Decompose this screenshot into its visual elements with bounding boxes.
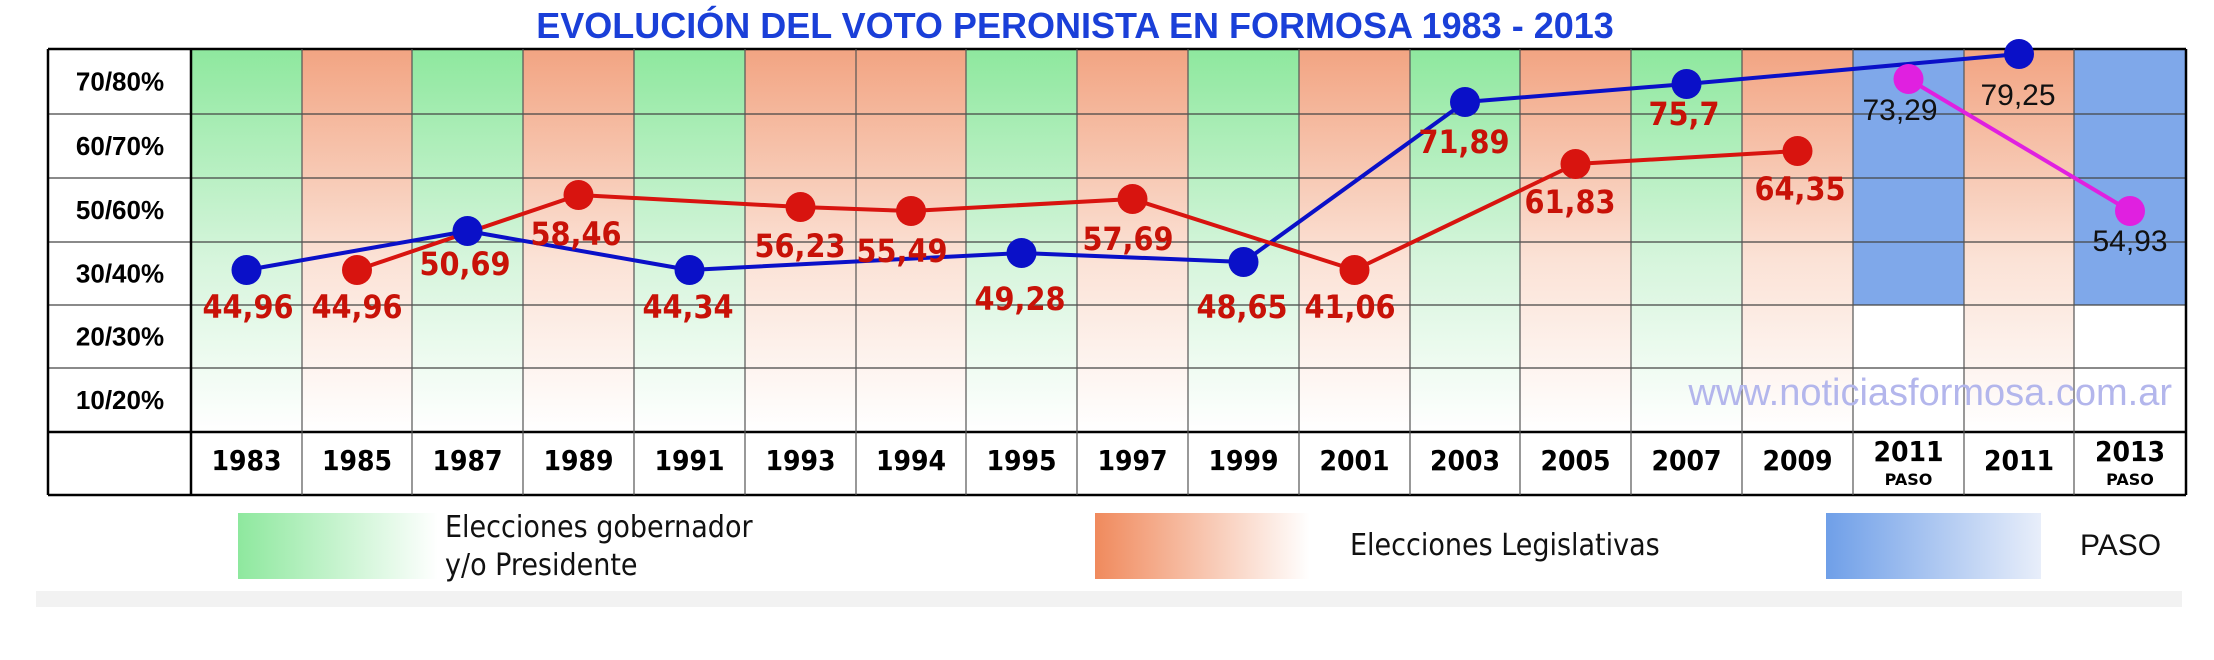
data-label: 48,65 <box>1196 288 1287 326</box>
data-point <box>1560 149 1591 179</box>
series-points <box>231 39 2145 285</box>
data-point <box>896 196 926 226</box>
data-label: 56,23 <box>754 227 845 265</box>
x-tick-label: 1987 <box>432 444 502 477</box>
legend-label-paso: PASO <box>2080 529 2161 562</box>
data-label: 50,69 <box>419 245 510 283</box>
series-line <box>1907 77 2132 213</box>
band-gobernador <box>634 49 745 432</box>
y-axis-labels: 70/80% 60/70% 50/60% 30/40% 20/30% 10/20% <box>76 67 164 416</box>
x-tick-label: 2011 <box>1873 435 1943 468</box>
data-label: 44,96 <box>311 288 402 326</box>
data-label: 79,25 <box>1980 79 2055 112</box>
data-point <box>2115 196 2145 226</box>
data-label: 49,28 <box>974 280 1065 318</box>
data-label: 64,35 <box>1754 170 1845 208</box>
y-tick-label: 30/40% <box>76 259 164 289</box>
data-label: 75,7 <box>1648 95 1719 133</box>
y-tick-label: 70/80% <box>76 67 164 97</box>
data-point <box>1228 247 1259 277</box>
x-tick-label: 2005 <box>1540 444 1610 477</box>
y-tick-label: 60/70% <box>76 131 164 161</box>
y-tick-label: 50/60% <box>76 195 164 225</box>
legend-label-gobernador: Elecciones gobernador <box>445 510 753 545</box>
x-tick-label: 2001 <box>1319 444 1389 477</box>
footer-strip <box>36 591 2182 607</box>
data-label: 58,46 <box>530 215 621 253</box>
data-label: 55,49 <box>856 232 947 270</box>
x-tick-label: 1997 <box>1097 444 1167 477</box>
legend-label-gobernador: y/o Presidente <box>445 548 638 583</box>
data-point <box>2004 39 2034 69</box>
x-tick-label: 2011 <box>1984 444 2054 477</box>
data-point <box>1339 255 1370 285</box>
legend-swatch-gobernador <box>238 513 438 579</box>
x-tick-label: 1994 <box>876 444 946 477</box>
data-point <box>1782 136 1813 166</box>
x-tick-label: 1983 <box>211 444 281 477</box>
x-tick-label: 2003 <box>1430 444 1500 477</box>
data-label: 61,83 <box>1524 183 1615 221</box>
x-tick-sublabel: PASO <box>1885 470 1933 489</box>
x-tick-label: 1995 <box>986 444 1056 477</box>
x-tick-label: 1999 <box>1208 444 1278 477</box>
data-point <box>1006 238 1037 268</box>
data-point <box>342 255 372 285</box>
chart-title: EVOLUCIÓN DEL VOTO PERONISTA EN FORMOSA … <box>536 4 1614 46</box>
legend-swatch-legislativa <box>1095 513 1310 579</box>
band-paso <box>2074 49 2186 305</box>
legend-label-legislativa: Elecciones Legislativas <box>1350 528 1660 563</box>
data-label: 71,89 <box>1418 123 1509 161</box>
data-point <box>1893 64 1924 94</box>
y-tick-label: 10/20% <box>76 385 164 415</box>
data-label: 44,96 <box>202 288 293 326</box>
x-tick-sublabel: PASO <box>2106 470 2154 489</box>
x-tick-label: 1985 <box>322 444 392 477</box>
x-tick-label: 2013 <box>2095 435 2165 468</box>
data-labels: 44,96 50,69 44,34 49,28 48,65 71,89 75,7 79,25 4… <box>202 79 2167 326</box>
band-legislativa <box>1520 49 1631 432</box>
band-gobernador <box>191 49 302 432</box>
series-lines <box>246 52 2132 272</box>
data-point <box>785 192 816 222</box>
x-axis-labels: 1983 1985 1987 1989 1991 1993 1994 1995 1997 1999… <box>211 435 2165 489</box>
band-legislativa <box>302 49 412 432</box>
band-legislativa <box>1299 49 1410 432</box>
data-point <box>1117 184 1148 214</box>
data-point <box>452 216 483 246</box>
x-tick-label: 1991 <box>654 444 724 477</box>
data-label: 54,93 <box>2092 225 2167 258</box>
data-label: 44,34 <box>642 288 733 326</box>
data-point <box>1450 87 1480 117</box>
x-tick-label: 2007 <box>1651 444 1721 477</box>
band-gobernador <box>1188 49 1299 432</box>
legend-swatch-paso <box>1826 513 2041 579</box>
series-line <box>356 149 1798 272</box>
data-label: 73,29 <box>1862 94 1937 127</box>
x-tick-label: 2009 <box>1762 444 1832 477</box>
grid-lines <box>46 47 2188 497</box>
data-point <box>563 180 594 210</box>
data-label: 57,69 <box>1082 220 1173 258</box>
y-tick-label: 20/30% <box>76 322 164 352</box>
data-point <box>1671 69 1702 99</box>
series-line <box>246 52 2020 272</box>
x-tick-label: 1989 <box>543 444 613 477</box>
data-point <box>231 255 262 285</box>
data-label: 41,06 <box>1304 288 1395 326</box>
x-tick-label: 1993 <box>765 444 835 477</box>
watermark-text: www.noticiasformosa.com.ar <box>1687 372 2172 414</box>
data-point <box>674 255 705 285</box>
